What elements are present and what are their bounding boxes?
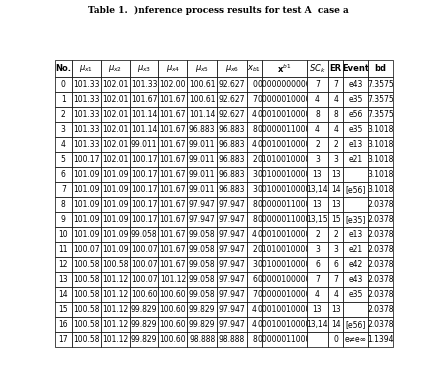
Text: Table 1.  )nference process results for test A  case a: Table 1. )nference process results for t…	[88, 6, 349, 15]
